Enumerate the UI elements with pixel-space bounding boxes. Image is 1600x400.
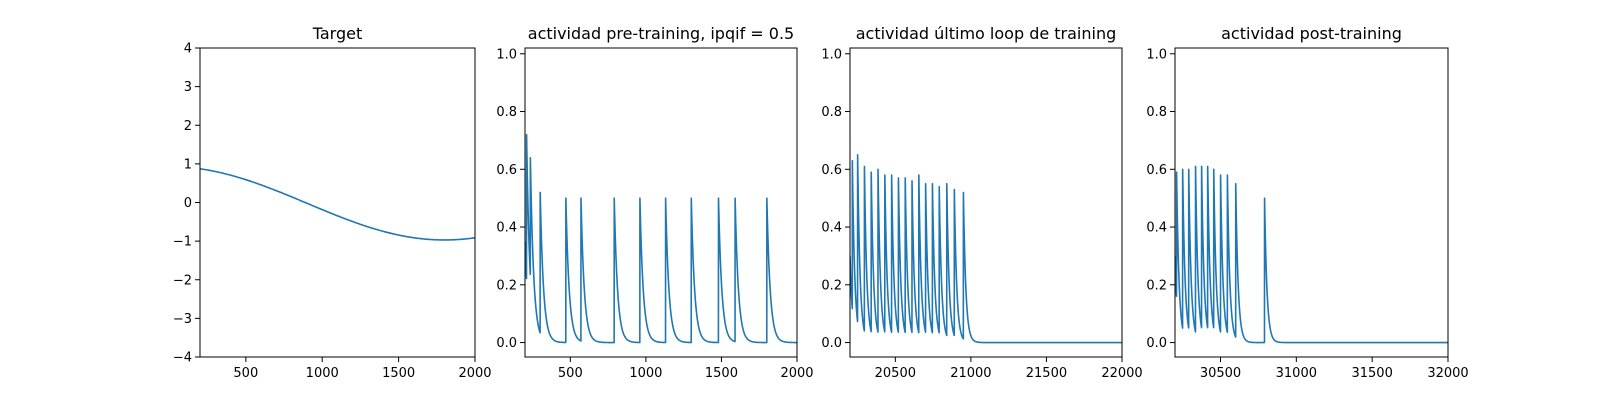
y-tick-label: 0.4: [821, 221, 842, 236]
y-tick-label: 4: [184, 42, 192, 57]
y-tick-label: 0.6: [821, 163, 842, 178]
y-tick-label: 3: [184, 80, 192, 95]
panel-title: actividad pre-training, ipqif = 0.5: [528, 24, 794, 43]
axes-frame: [1174, 47, 1449, 358]
y-tick-label: 0.0: [496, 336, 517, 351]
x-tick-label: 31000: [1276, 366, 1317, 381]
panel-2: actividad pre-training, ipqif = 0.5 500 10…: [496, 24, 813, 381]
y-tick-label: 1: [184, 157, 192, 172]
panel-title: Target: [312, 24, 363, 43]
x-tick-label: 1000: [306, 366, 339, 381]
axes-frame: [524, 47, 798, 358]
y-tick-label: 1.0: [496, 47, 517, 62]
y-tick-label: −3: [173, 312, 192, 327]
y-tick-label: 0.8: [496, 105, 517, 120]
y-tick-label: 2: [184, 119, 192, 134]
axes-frame: [199, 47, 476, 358]
y-tick-label: 0.2: [1146, 278, 1167, 293]
y-tick-label: 0.4: [1146, 221, 1167, 236]
y-tick-label: 0.6: [496, 163, 517, 178]
x-tick-label: 1000: [629, 366, 662, 381]
x-tick-label: 20500: [875, 366, 916, 381]
y-tick-label: 0.4: [496, 221, 517, 236]
x-tick-label: 2000: [780, 366, 813, 381]
x-tick-label: 1500: [705, 366, 738, 381]
y-tick-label: 0.2: [496, 278, 517, 293]
y-tick-label: −1: [173, 235, 192, 250]
x-tick-label: 2000: [458, 366, 491, 381]
y-tick-label: −4: [173, 351, 192, 366]
y-tick-label: 0.2: [821, 278, 842, 293]
x-tick-label: 21500: [1026, 366, 1067, 381]
panel-3: actividad último loop de training 20500 21…: [821, 24, 1142, 381]
y-tick-label: −2: [173, 273, 192, 288]
series-line: [850, 154, 1122, 344]
x-tick-label: 500: [233, 366, 258, 381]
series-line: [1175, 165, 1448, 344]
y-tick-label: 1.0: [821, 47, 842, 62]
y-tick-label: 0.8: [1146, 105, 1167, 120]
y-tick-label: 0.8: [821, 105, 842, 120]
x-tick-label: 21000: [950, 366, 991, 381]
y-tick-label: 0: [184, 196, 192, 211]
x-tick-label: 32000: [1427, 366, 1468, 381]
x-tick-label: 31500: [1351, 366, 1392, 381]
series-line: [525, 133, 797, 344]
x-tick-label: 500: [558, 366, 583, 381]
y-tick-label: 0.6: [1146, 163, 1167, 178]
y-tick-label: 0.0: [1146, 336, 1167, 351]
panel-title: actividad último loop de training: [856, 24, 1117, 43]
panel-title: actividad post-training: [1221, 24, 1402, 43]
x-tick-label: 30500: [1200, 366, 1241, 381]
axes-frame: [849, 47, 1123, 358]
panel-4: actividad post-training 30500 31000 31500 32…: [1146, 24, 1468, 381]
x-tick-label: 22000: [1101, 366, 1142, 381]
y-tick-label: 1.0: [1146, 47, 1167, 62]
x-tick-label: 1500: [382, 366, 415, 381]
y-tick-label: 0.0: [821, 336, 842, 351]
series-line: [200, 167, 475, 241]
panel-1: Target 500 1000 1500 2000 −4 −3 −2 −1 0 1 2 3 4: [173, 24, 492, 381]
